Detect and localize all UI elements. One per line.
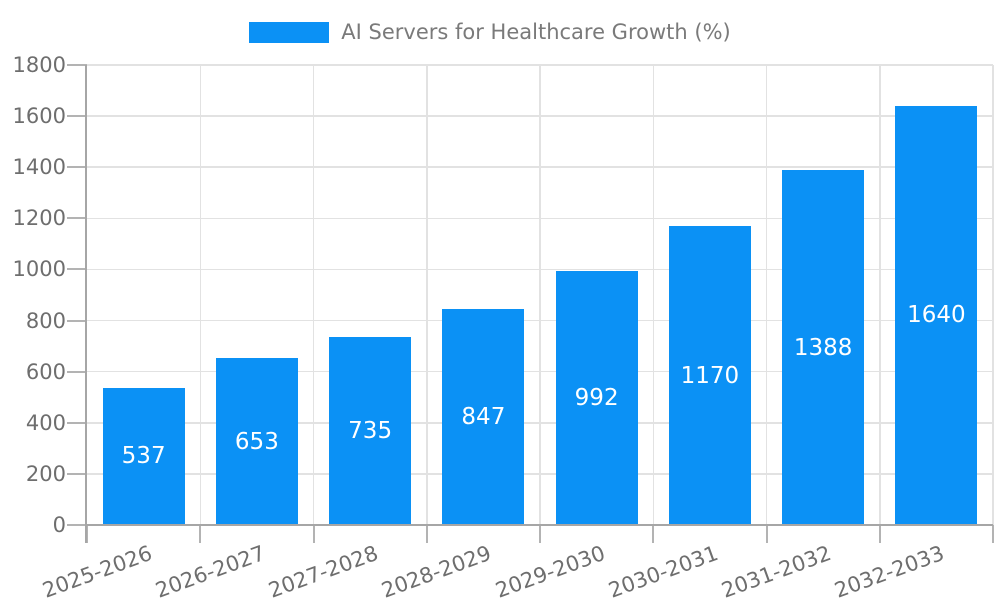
bar: 847 — [442, 308, 525, 525]
bar-value-label: 992 — [574, 385, 619, 412]
y-tick-label: 400 — [25, 410, 66, 435]
x-tick — [765, 525, 768, 543]
x-tick — [425, 525, 428, 543]
bar-value-label: 1640 — [907, 302, 966, 329]
bar-value-label: 1388 — [793, 334, 853, 361]
x-tick — [652, 525, 655, 543]
x-tick — [312, 525, 315, 543]
gridline-v — [426, 65, 428, 525]
y-tick — [67, 524, 87, 526]
bar: 992 — [555, 271, 638, 525]
legend-label: AI Servers for Healthcare Growth (%) — [341, 20, 731, 44]
bar: 735 — [329, 337, 412, 525]
x-tick-label: 2025-2026 — [39, 541, 155, 600]
y-tick — [67, 268, 87, 271]
gridline-v — [199, 65, 201, 525]
x-tick — [992, 525, 994, 543]
bar: 1388 — [782, 170, 865, 525]
x-axis-line — [87, 524, 993, 526]
y-tick-label: 1800 — [12, 53, 66, 77]
gridline-v — [992, 65, 994, 525]
bar-value-label: 653 — [234, 428, 279, 455]
bar-value-label: 537 — [121, 443, 166, 470]
gridline-v — [652, 65, 654, 525]
x-tick-label: 2032-2033 — [831, 541, 948, 600]
gridline-v — [312, 65, 315, 525]
x-tick-label: 2031-2032 — [718, 541, 835, 600]
x-tick-label: 2028-2029 — [378, 541, 495, 600]
y-tick-label: 1000 — [12, 257, 66, 282]
x-tick-label: 2029-2030 — [492, 541, 608, 600]
bar: 537 — [102, 387, 185, 525]
bar-value-label: 735 — [348, 418, 393, 445]
legend-swatch — [249, 21, 330, 43]
gridline-v — [539, 65, 541, 525]
y-tick — [67, 370, 87, 373]
bar: 653 — [215, 358, 298, 525]
bar: 1170 — [668, 226, 751, 525]
x-tick-label: 2030-2031 — [605, 541, 722, 600]
bar: 1640 — [895, 105, 978, 525]
y-tick — [67, 217, 87, 220]
y-axis-line — [85, 65, 87, 543]
legend: AI Servers for Healthcare Growth (%) — [0, 19, 990, 45]
x-tick — [878, 525, 881, 543]
gridline-v — [879, 65, 881, 525]
bar-value-label: 847 — [461, 403, 506, 430]
y-tick-label: 600 — [25, 359, 66, 384]
y-tick-label: 200 — [25, 461, 66, 486]
y-tick-label: 0 — [52, 513, 66, 537]
y-tick-label: 1200 — [12, 206, 66, 231]
y-tick — [67, 319, 87, 322]
gridline-v — [765, 65, 768, 525]
y-tick-label: 1600 — [12, 104, 66, 129]
x-tick — [199, 525, 202, 543]
y-tick — [67, 166, 87, 169]
y-tick — [67, 64, 87, 66]
x-tick — [86, 525, 88, 543]
bar-value-label: 1170 — [680, 362, 740, 389]
x-tick-label: 2026-2027 — [152, 541, 269, 600]
y-tick-label: 800 — [25, 308, 66, 333]
x-tick — [539, 525, 541, 543]
y-tick — [67, 115, 87, 118]
y-tick — [67, 421, 87, 424]
y-tick — [67, 472, 87, 475]
y-tick-label: 1400 — [12, 155, 66, 180]
x-tick-label: 2027-2028 — [265, 541, 382, 600]
